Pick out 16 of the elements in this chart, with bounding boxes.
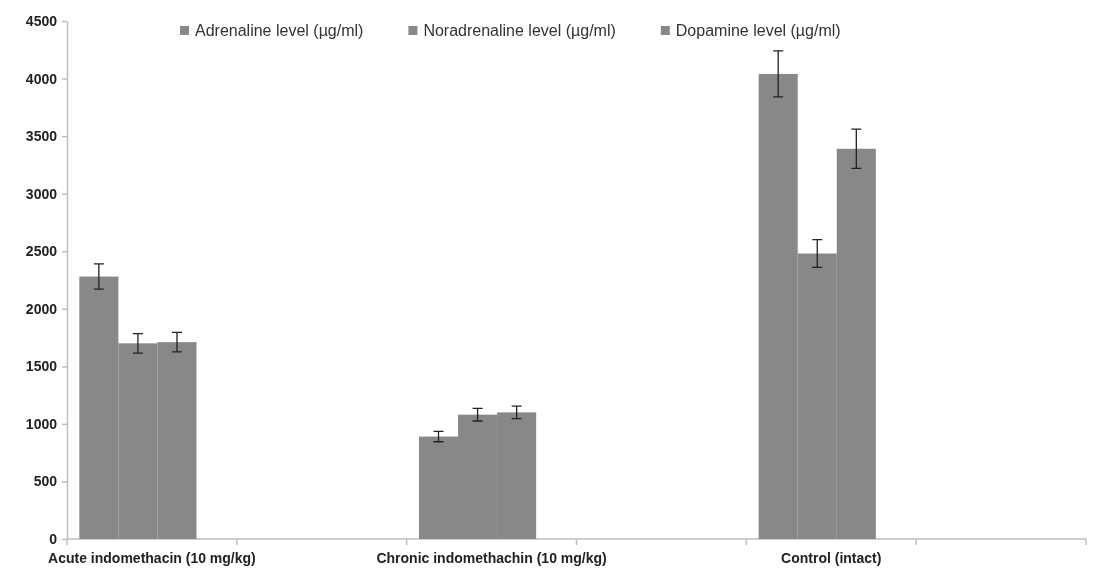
y-tick-label: 2000 (25, 300, 58, 317)
y-tick-label: 4000 (25, 70, 58, 87)
x-tick-label: Acute indomethacin (10 mg/kg) (48, 550, 256, 566)
legend-label: Adrenaline level (µg/ml) (195, 22, 364, 39)
y-tick-label: 0 (49, 530, 58, 547)
y-tick-label: 1500 (25, 358, 58, 375)
legend-label: Dopamine level (µg/ml) (675, 22, 841, 39)
x-tick-label: Chronic indomethachin (10 mg/kg) (376, 550, 607, 566)
y-tick-label: 2500 (25, 243, 58, 260)
y-tick-label: 1000 (25, 415, 58, 432)
y-tick-label: 3000 (25, 185, 58, 202)
y-tick-label: 3500 (25, 128, 58, 145)
y-tick-label: 4500 (25, 12, 58, 29)
x-tick-label: Control (intact) (781, 550, 882, 566)
y-tick-label: 500 (33, 473, 58, 490)
legend-label: Noradrenaline level (µg/ml) (423, 22, 616, 39)
